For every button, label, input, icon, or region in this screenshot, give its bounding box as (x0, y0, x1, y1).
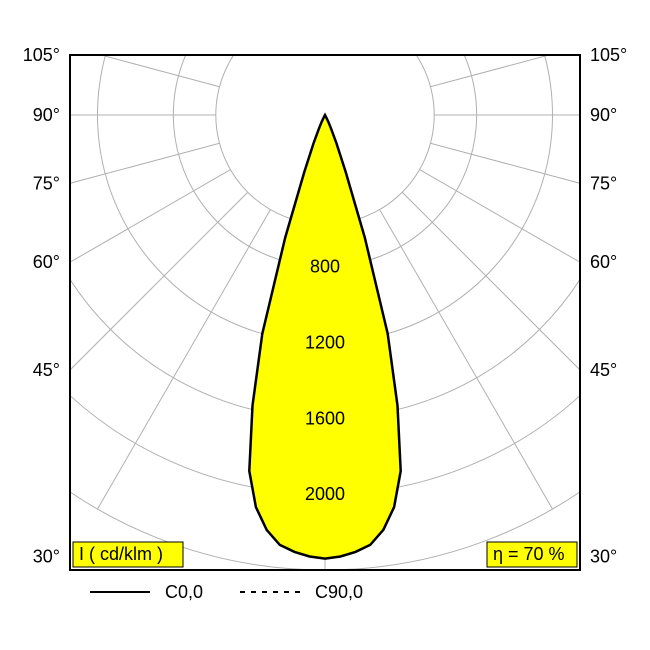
angle-label-right: 105° (590, 45, 627, 65)
angle-label-right: 60° (590, 252, 617, 272)
ring-label: 1600 (305, 408, 345, 428)
ring-label: 2000 (305, 484, 345, 504)
polar-plot-svg: 800 1200 1600 2000 30° 30° 45° 45° 60° 60° 75° 75° 9… (0, 0, 650, 650)
units-box-text: I ( cd/klm ) (79, 544, 163, 564)
angle-label-right: 45° (590, 360, 617, 380)
ring-label: 800 (310, 257, 340, 277)
eta-box-text: η = 70 % (493, 544, 565, 564)
angle-label-left: 45° (33, 360, 60, 380)
angle-label-left: 90° (33, 105, 60, 125)
legend-c90-label: C90,0 (315, 582, 363, 602)
legend-c0-label: C0,0 (165, 582, 203, 602)
angle-label-left: 75° (33, 173, 60, 193)
angle-label-right: 75° (590, 173, 617, 193)
angle-label-right: 30° (590, 547, 617, 567)
angle-label-left: 30° (33, 547, 60, 567)
angle-label-left: 60° (33, 252, 60, 272)
ring-label: 1200 (305, 333, 345, 353)
angle-label-left: 105° (23, 45, 60, 65)
polar-light-distribution-chart: { "chart": { "type": "polar-light-distri… (0, 0, 650, 650)
angle-label-right: 90° (590, 105, 617, 125)
